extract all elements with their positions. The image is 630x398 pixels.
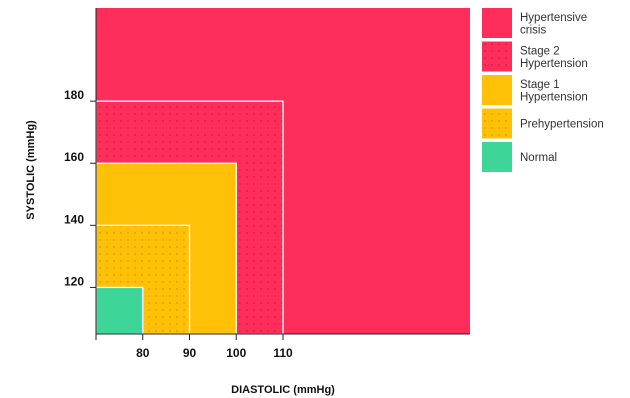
x-tick-label: 100 (226, 346, 246, 360)
y-tick-label: 160 (64, 150, 84, 164)
y-tick-label: 120 (64, 274, 84, 288)
x-tick-label: 90 (183, 346, 197, 360)
legend-label: Normal (520, 152, 557, 164)
legend-label: Prehypertension (520, 119, 604, 131)
legend-label: crisis (520, 24, 546, 36)
risk-regions (95, 8, 470, 335)
y-axis-title: SYSTOLIC (mmHg) (25, 120, 37, 220)
y-axis-ticks: 120 140 160 180 (64, 88, 96, 288)
legend-label: Hypertension (520, 58, 588, 70)
legend-item-prehypertension: Prehypertension (482, 108, 604, 139)
legend-item-normal: Normal (482, 142, 557, 172)
legend-label: Hypertension (520, 91, 588, 103)
legend-swatch (482, 142, 512, 172)
legend-swatch (482, 41, 512, 72)
x-axis-ticks: 80 90 100 110 (136, 334, 293, 360)
legend-label: Hypertensive (520, 12, 587, 24)
x-tick-label: 80 (136, 346, 150, 360)
y-tick-label: 180 (64, 88, 84, 102)
legend-label: Stage 1 (520, 79, 560, 91)
legend-label: Stage 2 (520, 45, 560, 57)
legend-swatch (482, 8, 512, 38)
region-normal (95, 286, 144, 335)
x-axis-title: DIASTOLIC (mmHg) (231, 384, 335, 396)
legend-swatch (482, 108, 512, 139)
y-tick-label: 140 (64, 212, 84, 226)
legend-swatch (482, 75, 512, 105)
x-tick-label: 110 (273, 346, 293, 360)
